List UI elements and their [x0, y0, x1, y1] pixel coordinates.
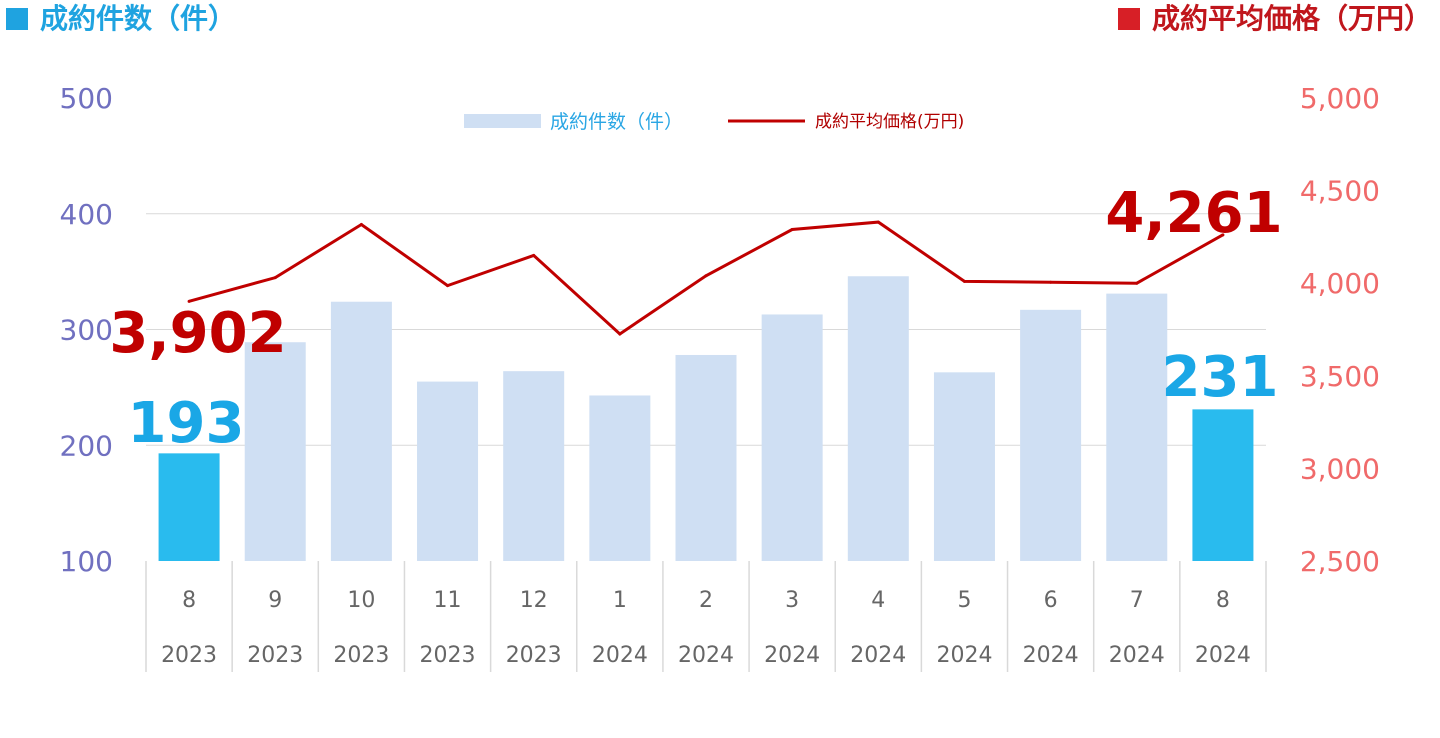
month-label: 2	[699, 588, 713, 613]
last-price-label: 4,261	[1105, 181, 1282, 246]
right-tick-label: 4,500	[1300, 175, 1380, 208]
line-point	[618, 332, 622, 336]
month-label: 11	[434, 588, 462, 613]
bar	[761, 314, 823, 561]
right-axis-title-text: 成約平均価格（万円）	[1151, 2, 1432, 35]
month-label: 7	[1130, 588, 1144, 613]
bar	[503, 371, 565, 561]
left-axis: 100 200 300 400 500	[60, 82, 113, 578]
category-axis: 8 2023 9 2023 10 2023 11 2023 12 2023 1 2024 2 2024 3 2…	[145, 561, 1267, 672]
legend: 成約件数（件） 成約平均価格(万円)	[464, 111, 964, 133]
year-label: 2024	[936, 643, 992, 668]
month-label: 9	[268, 588, 282, 613]
line-series	[187, 220, 1225, 336]
line-point	[790, 227, 794, 231]
month-label: 8	[182, 588, 196, 613]
right-tick-label: 3,000	[1300, 452, 1380, 485]
right-tick-label: 5,000	[1300, 82, 1380, 115]
line-legend-square-icon	[1117, 8, 1140, 30]
left-tick-label: 500	[60, 82, 113, 115]
bar	[417, 381, 479, 561]
bar-legend-square-icon	[6, 8, 28, 30]
left-tick-label: 100	[60, 545, 113, 578]
left-axis-title-text: 成約件数（件）	[40, 2, 237, 35]
year-label: 2024	[1109, 643, 1165, 668]
month-label: 4	[871, 588, 885, 613]
line-point	[1135, 281, 1139, 285]
year-label: 2023	[506, 643, 562, 668]
legend-line-label: 成約平均価格(万円)	[815, 112, 964, 132]
bar	[158, 453, 220, 561]
bar-series	[158, 276, 1254, 561]
month-label: 8	[1216, 588, 1230, 613]
line-point	[359, 222, 363, 226]
month-label: 12	[520, 588, 548, 613]
year-label: 2024	[1195, 643, 1251, 668]
first-price-label: 3,902	[109, 301, 286, 366]
legend-bar-label: 成約件数（件）	[550, 111, 683, 133]
month-label: 1	[613, 588, 627, 613]
year-label: 2024	[764, 643, 820, 668]
left-tick-label: 200	[60, 429, 113, 462]
month-label: 3	[785, 588, 799, 613]
year-label: 2024	[850, 643, 906, 668]
year-label: 2023	[333, 643, 389, 668]
first-count-label: 193	[128, 391, 245, 456]
bar	[675, 354, 737, 561]
month-label: 5	[957, 588, 971, 613]
bar	[244, 342, 306, 561]
year-label: 2024	[592, 643, 648, 668]
left-tick-label: 300	[60, 314, 113, 347]
bar	[1106, 293, 1168, 561]
right-axis-title: 成約平均価格（万円）	[1117, 0, 1432, 38]
year-label: 2023	[161, 643, 217, 668]
year-label: 2024	[1023, 643, 1079, 668]
last-count-label: 231	[1162, 345, 1279, 410]
month-label: 10	[347, 588, 375, 613]
line-point	[446, 284, 450, 288]
line-point	[1049, 280, 1053, 284]
year-label: 2023	[247, 643, 303, 668]
bar	[330, 301, 392, 561]
line-point	[704, 274, 708, 278]
line-point	[876, 220, 880, 224]
right-tick-label: 3,500	[1300, 360, 1380, 393]
bar	[847, 276, 909, 561]
right-tick-label: 2,500	[1300, 545, 1380, 578]
year-label: 2024	[678, 643, 734, 668]
line-point	[187, 299, 191, 303]
line-point	[1221, 233, 1225, 237]
bar	[589, 395, 651, 561]
annotations: 3,902 4,261 193 231	[109, 181, 1282, 456]
month-label: 6	[1044, 588, 1058, 613]
bar	[1020, 309, 1082, 561]
left-tick-label: 400	[60, 198, 113, 231]
right-tick-label: 4,000	[1300, 267, 1380, 300]
bar	[933, 372, 995, 561]
bar	[1192, 409, 1254, 561]
line-point	[532, 253, 536, 257]
line-point	[962, 279, 966, 283]
right-axis: 2,500 3,000 3,500 4,000 4,500 5,000	[1300, 82, 1380, 578]
line-point	[273, 276, 277, 280]
year-label: 2023	[420, 643, 476, 668]
legend-bar-swatch	[464, 114, 541, 128]
left-axis-title: 成約件数（件）	[6, 0, 236, 38]
